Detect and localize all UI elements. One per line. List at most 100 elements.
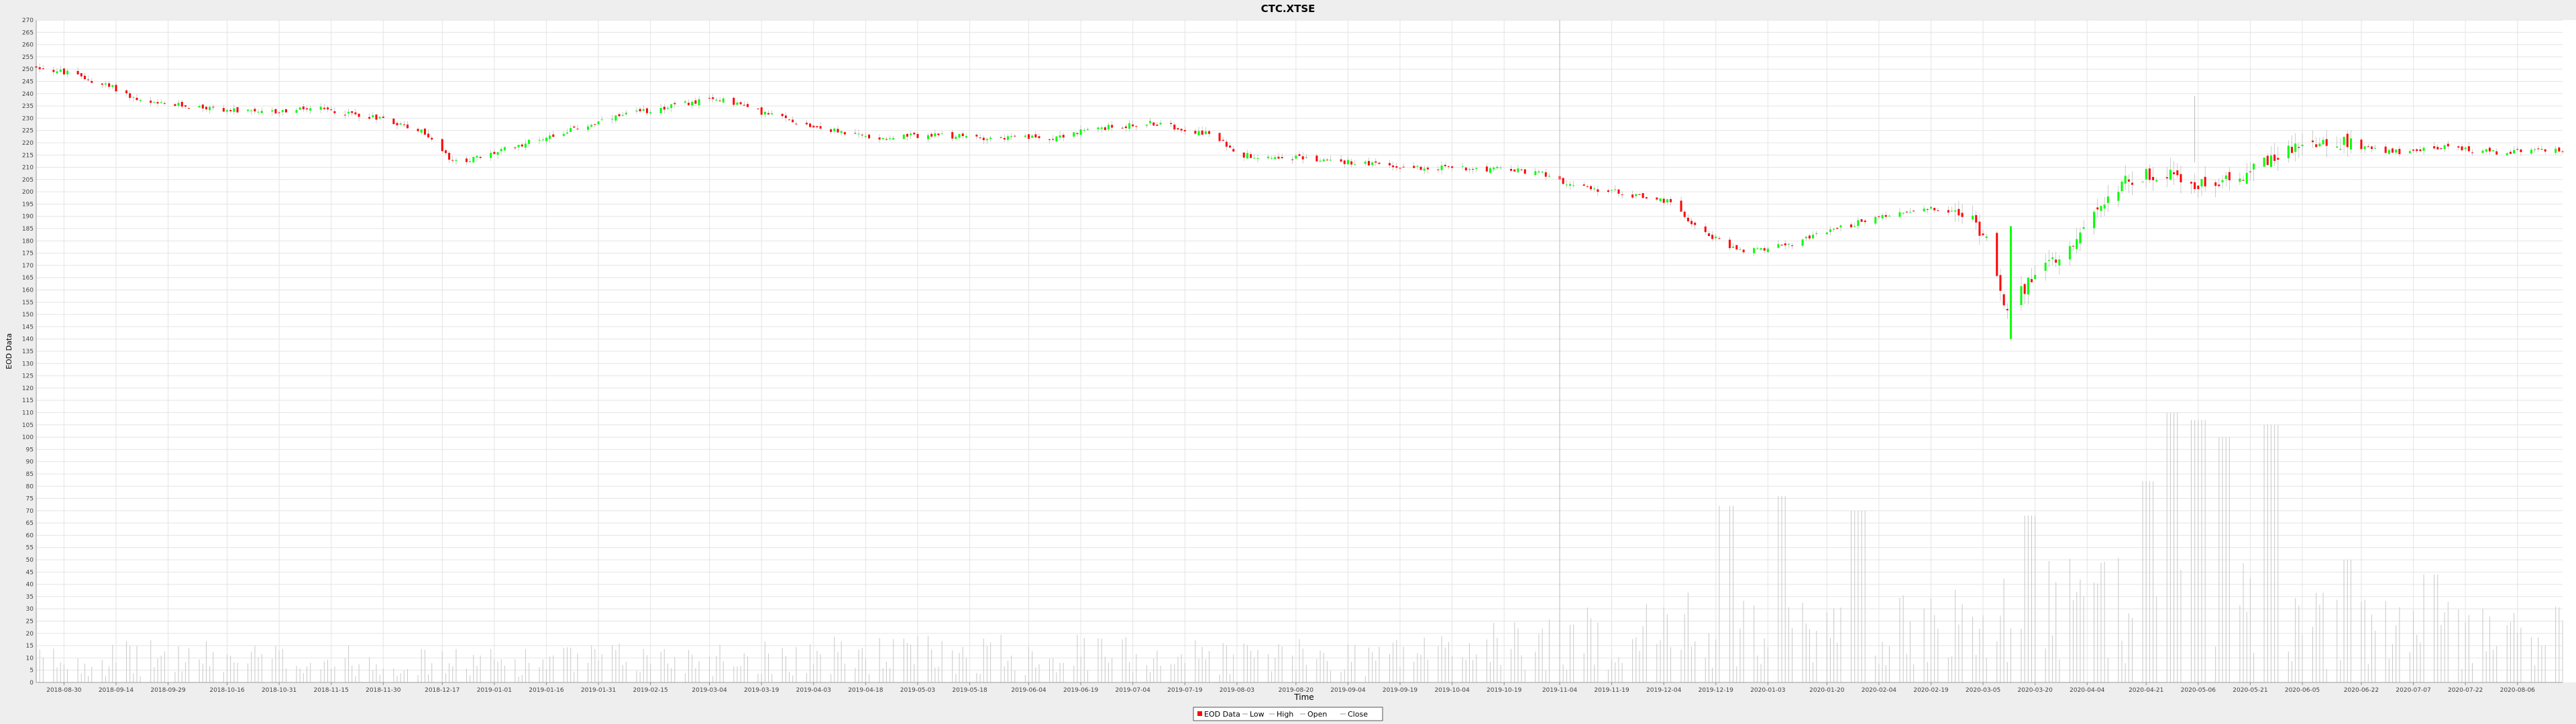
candle-body: [1707, 233, 1710, 237]
candle-body: [1937, 210, 1939, 211]
candle-body: [1860, 219, 1863, 222]
candle-body: [1544, 172, 1547, 177]
candle-body: [698, 99, 700, 105]
candle-body: [1597, 189, 1599, 192]
candle-body: [934, 133, 936, 137]
candle-body: [2245, 172, 2248, 184]
candle-body: [1468, 168, 1470, 170]
candle-body: [715, 99, 718, 101]
candle-body: [1340, 159, 1342, 162]
candle-body: [1996, 233, 1998, 276]
candle-body: [1034, 134, 1037, 137]
candle-body: [1742, 249, 1745, 253]
candle-body: [736, 102, 739, 105]
candle-body: [139, 100, 142, 101]
y-tick-label: 60: [26, 532, 34, 539]
candle-body: [2540, 148, 2543, 150]
candle-body: [125, 90, 127, 94]
candle-body: [1662, 198, 1665, 203]
candle-body: [1784, 243, 1786, 245]
x-tick-label: 2019-01-01: [477, 687, 512, 694]
y-tick-label: 110: [22, 410, 34, 416]
candle-body: [188, 107, 191, 109]
candle-body: [819, 126, 822, 129]
candle-body: [229, 110, 232, 111]
legend-item-close: Close: [1348, 710, 1368, 719]
candle-body: [1440, 165, 1443, 170]
candle-body: [156, 102, 159, 104]
candle-body: [857, 133, 860, 135]
candle-body: [2436, 147, 2439, 149]
x-tick-label: 2018-11-30: [366, 687, 401, 694]
candle-body: [1461, 166, 1464, 167]
candle-body: [52, 70, 55, 72]
candle-body: [2034, 275, 2037, 280]
y-tick-label: 150: [22, 312, 34, 318]
x-tick-label: 2019-06-19: [1063, 687, 1099, 694]
candle-body: [937, 133, 940, 135]
candle-body: [2031, 279, 2033, 282]
y-tick-label: 225: [22, 128, 34, 135]
candle-body: [1197, 131, 1200, 135]
candle-body: [2467, 146, 2470, 152]
y-tick-label: 180: [22, 238, 34, 245]
candle-body: [420, 129, 423, 133]
x-tick-label: 2019-08-20: [1279, 687, 1314, 694]
candle-body: [333, 111, 336, 113]
candle-body: [1999, 275, 2002, 291]
candle-body: [2103, 204, 2106, 209]
legend-box: [1193, 707, 1383, 721]
candle-body: [926, 135, 929, 139]
candle-body: [965, 136, 967, 138]
candle-body: [80, 73, 83, 76]
candle-body: [2121, 181, 2123, 192]
candle-body: [587, 126, 590, 130]
candle-body: [354, 112, 357, 115]
candle-body: [1756, 248, 1759, 249]
candle-body: [503, 147, 506, 151]
y-tick-label: 210: [22, 165, 34, 172]
y-tick-label: 80: [26, 483, 34, 490]
candle-body: [722, 98, 724, 103]
candle-body: [2100, 206, 2102, 211]
y-tick-label: 120: [22, 385, 34, 392]
candle-body: [271, 110, 274, 112]
candle-body: [2398, 149, 2401, 155]
candle-body: [2253, 164, 2255, 170]
y-tick-label: 50: [26, 557, 34, 564]
candle-body: [1617, 189, 1620, 194]
candle-body: [1670, 199, 1672, 202]
x-tick-label: 2020-03-20: [2018, 687, 2053, 694]
x-tick-label: 2020-01-03: [1750, 687, 1785, 694]
candle-body: [1256, 158, 1259, 160]
candle-body: [2096, 207, 2099, 210]
candle-body: [1659, 198, 1662, 201]
y-tick-label: 125: [22, 373, 34, 380]
candle-body: [545, 137, 547, 141]
candle-body: [902, 134, 905, 139]
candle-body: [2214, 182, 2217, 186]
candle-body: [1621, 194, 1623, 196]
candle-body: [2349, 138, 2352, 149]
candle-body: [1711, 235, 1714, 239]
x-tick-label: 2019-09-04: [1330, 687, 1366, 694]
candle-body: [358, 113, 360, 117]
candle-body: [2093, 211, 2096, 229]
x-tick-label: 2020-05-21: [2233, 687, 2267, 694]
candle-body: [1642, 193, 1644, 198]
candle-body: [684, 101, 686, 103]
y-tick-label: 220: [22, 140, 34, 147]
candle-body: [431, 137, 433, 140]
candle-body: [1569, 184, 1571, 186]
candle-body: [2416, 149, 2418, 152]
candle-body: [1496, 166, 1499, 168]
legend-swatch-eod: [1197, 711, 1202, 716]
legend-item-high: High: [1277, 710, 1293, 719]
candle-body: [1475, 168, 1478, 170]
candle-body: [1735, 245, 1738, 250]
candle-body: [392, 118, 395, 125]
candle-body: [1854, 226, 1856, 227]
candle-body: [1631, 194, 1634, 198]
x-tick-label: 2019-12-04: [1646, 687, 1682, 694]
candle-body: [2079, 232, 2082, 244]
